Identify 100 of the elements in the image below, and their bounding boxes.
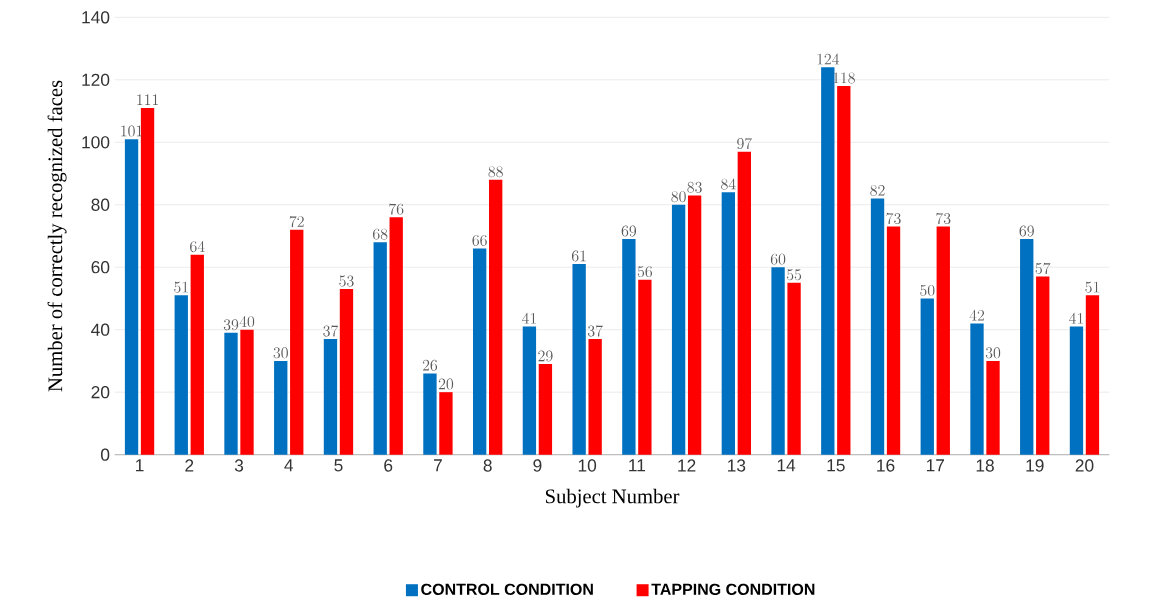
bar [140,107,155,455]
data-label: 66 [472,234,487,246]
bar [721,192,735,455]
bar [638,279,652,455]
x-tick-label: 5 [334,459,343,472]
data-label: 76 [389,203,404,215]
data-label: 64 [190,241,205,253]
bar [687,195,702,455]
data-label: 39 [223,319,239,331]
y-tick-label: 80 [91,198,110,211]
data-label: 80 [671,191,686,203]
x-tick-label: 20 [1075,459,1094,472]
data-label: 97 [737,137,752,150]
bar [290,229,304,455]
data-label: 111 [137,94,159,105]
bar [886,226,901,455]
data-label: 57 [1035,262,1051,274]
bar [274,360,288,455]
x-tick-label: 17 [926,459,945,472]
data-label: 60 [770,253,786,265]
data-label: 73 [886,212,901,225]
y-tick-label: 40 [91,323,110,336]
bar [522,326,537,455]
bar [538,364,553,455]
y-tick-label: 120 [82,73,110,86]
data-label: 50 [920,284,935,296]
x-tick-label: 13 [728,459,746,472]
data-label: 53 [339,275,354,287]
x-tick-label: 19 [1026,459,1044,472]
y-tick-label: 0 [100,448,110,461]
data-label: 30 [273,347,288,359]
bar [323,339,338,455]
y-axis-title: Number of correctly recognized faces [47,80,67,392]
x-tick-label: 15 [827,459,845,472]
bar [1069,326,1084,455]
bar [439,392,453,455]
data-label: 30 [985,347,1001,359]
x-tick-label: 14 [777,459,796,472]
bar [1020,239,1034,455]
x-tick-label: 18 [976,459,994,472]
x-tick-label: 11 [629,459,646,472]
bar [936,226,950,455]
x-tick-label: 8 [483,459,492,472]
data-label: 40 [239,315,255,328]
bar [821,67,835,455]
data-label: 69 [1019,225,1034,237]
y-tick-label: 20 [91,386,110,399]
data-label: 83 [687,181,702,193]
data-label: 124 [817,53,840,65]
bar [737,151,752,455]
legend-label: CONTROL CONDITION [421,583,593,595]
bar [920,298,934,455]
bar [837,86,851,455]
bar [787,282,801,455]
data-label: 37 [587,325,603,337]
x-tick-label: 10 [578,459,597,472]
bar [389,217,403,455]
legend-label: TAPPING CONDITION [651,583,815,595]
y-tick-label: 100 [82,136,110,149]
x-tick-label: 7 [434,459,442,472]
data-label: 41 [1069,312,1084,324]
x-tick-label: 12 [678,459,696,472]
bar [986,360,1000,455]
bar [622,239,636,455]
x-tick-label: 2 [185,459,194,472]
bar [572,264,586,455]
data-label: 20 [438,378,454,390]
bar [240,329,254,455]
data-label: 56 [637,266,653,278]
bar [224,332,238,455]
bar [771,267,785,455]
x-axis-title: Subject Number [545,488,680,508]
x-tick-label: 1 [136,459,144,472]
data-label: 55 [787,269,802,281]
bar [489,179,503,455]
data-label: 73 [936,212,951,225]
data-label: 82 [870,184,885,196]
data-label: 42 [969,309,985,321]
bar [473,248,487,455]
x-tick-label: 6 [384,459,393,472]
data-label: 51 [174,281,188,293]
x-tick-label: 3 [234,459,244,472]
bar [671,204,686,455]
x-tick-label: 9 [533,459,542,472]
bar [1036,276,1050,455]
data-label: 88 [488,166,503,178]
data-label: 41 [522,312,536,324]
bar [970,323,984,455]
data-label: 72 [289,216,304,228]
data-label: 84 [721,178,736,190]
data-label: 37 [323,325,339,337]
x-tick-label: 16 [877,459,895,472]
bar [423,373,437,455]
bar [373,242,387,455]
y-tick-label: 60 [91,261,110,274]
y-tick-label: 140 [82,11,110,24]
data-label: 26 [422,359,438,371]
bar [190,254,204,455]
bar [870,198,885,455]
data-label: 51 [1085,281,1100,293]
